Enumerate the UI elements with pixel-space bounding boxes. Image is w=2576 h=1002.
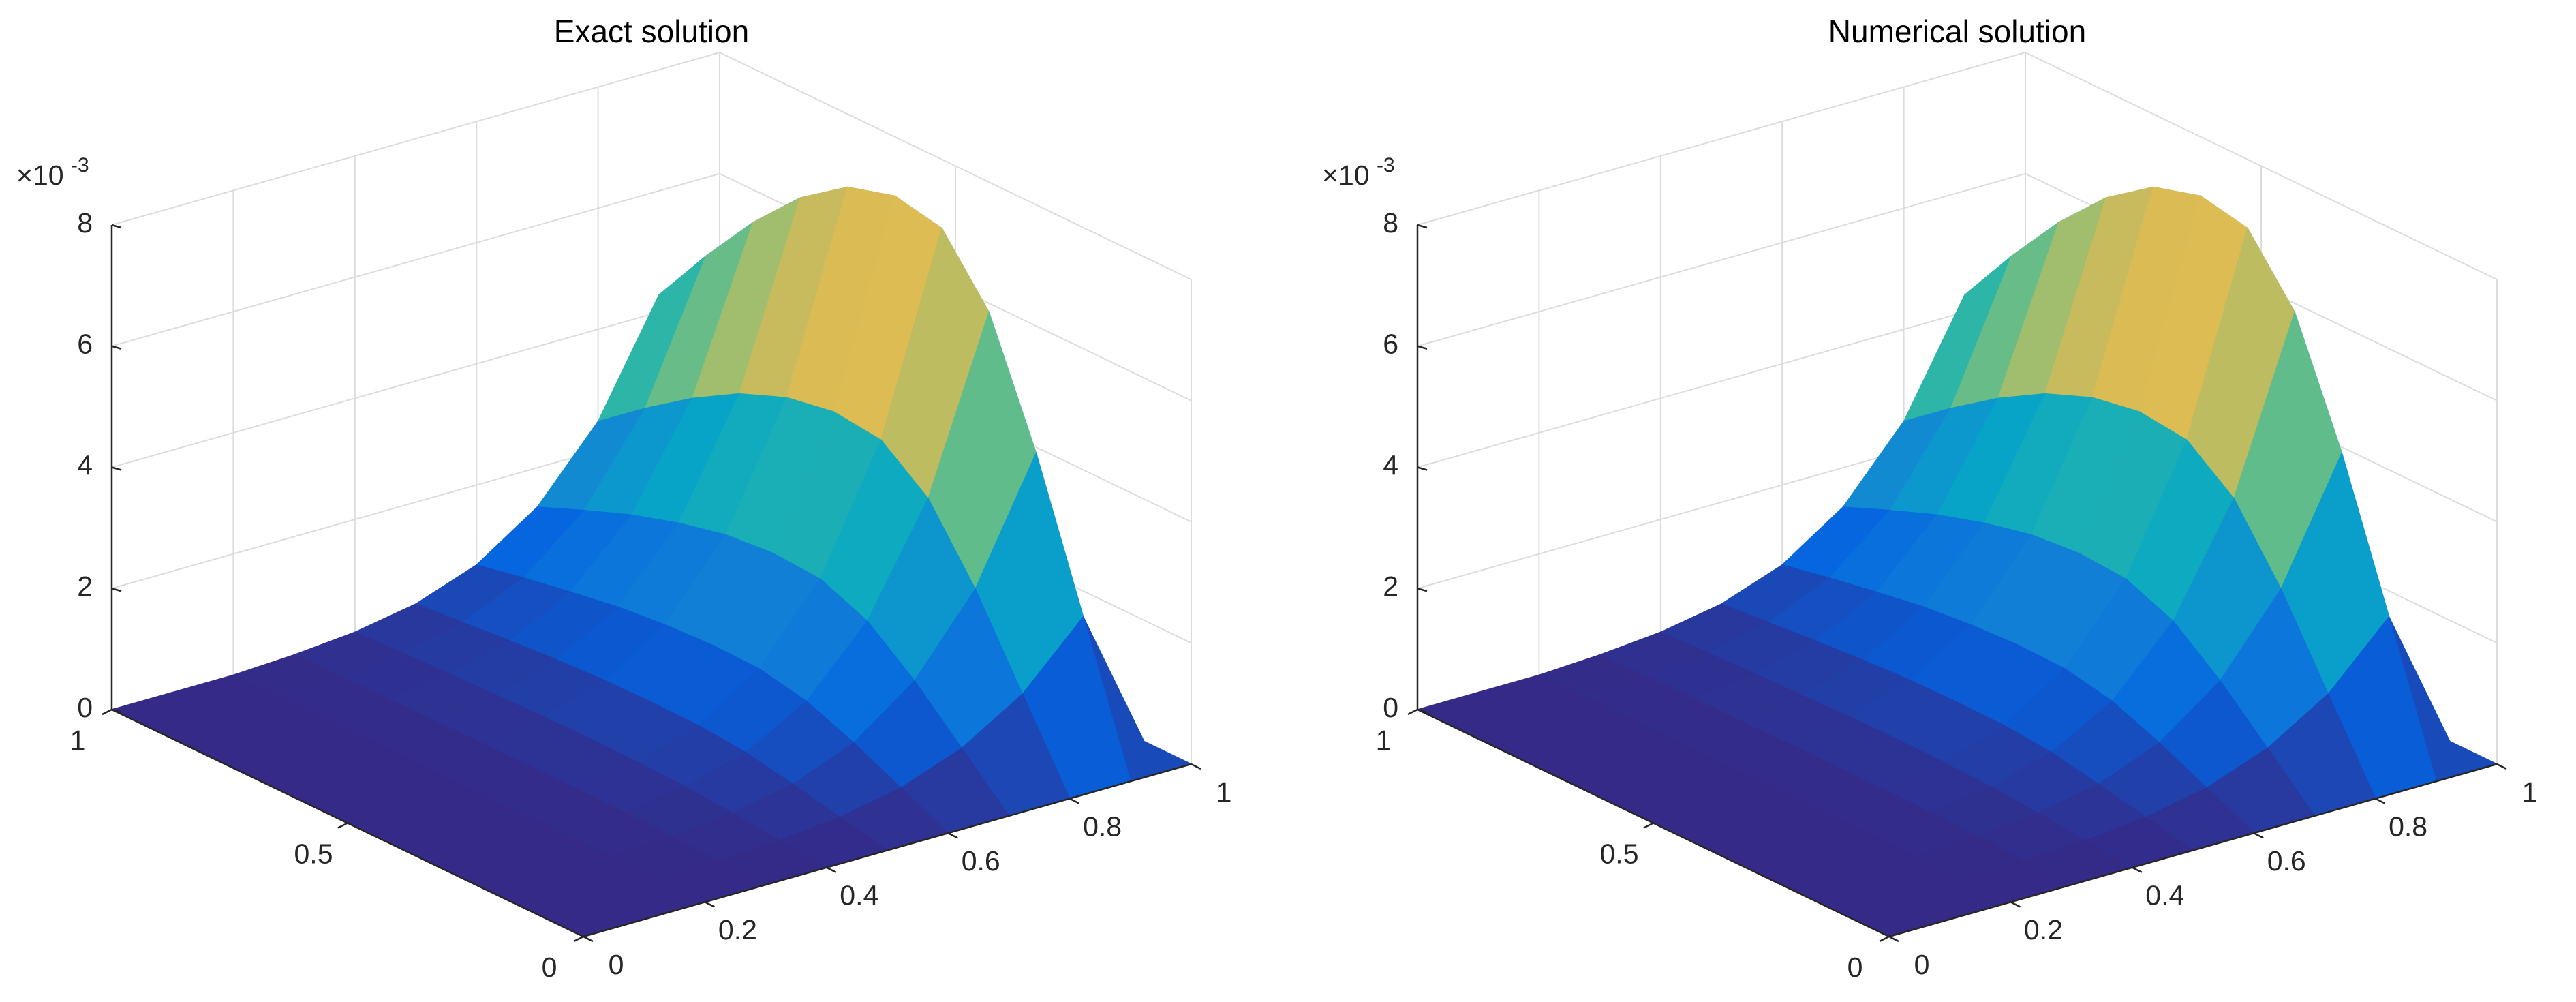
y-tick (102, 708, 112, 716)
y-tick-label: 1 (1376, 725, 1392, 756)
y-tick-label: 0.5 (1600, 838, 1639, 869)
y-tick (573, 935, 584, 943)
x-tick (2010, 901, 2021, 908)
x-tick-label: 0.2 (718, 914, 757, 945)
z-tick-label: 6 (1383, 329, 1398, 360)
y-tick (1407, 708, 1418, 716)
grid-line (111, 294, 720, 468)
axes: Exact solution0246800.20.40.60.8100.51×1… (16, 14, 1231, 983)
z-scale-base: ×10 (1322, 160, 1370, 191)
x-tick-label: 0.8 (1083, 810, 1122, 842)
z-tick-label: 4 (77, 449, 93, 481)
z-scale-exponent: -3 (1377, 154, 1395, 177)
z-tick-label: 0 (77, 692, 93, 723)
y-tick (337, 822, 348, 829)
z-scale-exponent: -3 (71, 154, 89, 177)
z-tick (111, 588, 122, 592)
x-tick-label: 1 (2522, 776, 2538, 808)
x-tick-label: 0 (609, 949, 624, 980)
z-tick-label: 0 (1383, 692, 1398, 723)
x-tick (1069, 798, 1080, 804)
y-tick (1879, 935, 1890, 943)
z-tick (1417, 588, 1428, 592)
x-tick (1888, 935, 1899, 943)
z-tick-label: 8 (1383, 207, 1398, 239)
x-tick (1191, 763, 1201, 770)
x-tick-label: 0 (1914, 949, 1930, 980)
x-tick-label: 0.6 (962, 845, 1000, 877)
z-tick-label: 8 (77, 207, 93, 239)
x-tick (2253, 832, 2264, 839)
x-tick (947, 832, 958, 839)
x-tick-label: 0.2 (2024, 914, 2063, 945)
x-tick-label: 1 (1216, 776, 1232, 808)
y-tick (1643, 822, 1654, 829)
chart-title: Numerical solution (1828, 14, 2086, 49)
z-tick (111, 466, 122, 471)
y-tick-label: 0 (1847, 952, 1863, 983)
y-tick-label: 0.5 (294, 838, 333, 869)
x-tick (2496, 763, 2507, 770)
z-tick (1417, 466, 1428, 471)
grid-line (2025, 52, 2498, 280)
axis-line (1888, 763, 2498, 938)
grid-line (1417, 294, 2026, 468)
x-tick (2132, 866, 2143, 873)
z-tick-label: 2 (77, 571, 93, 602)
z-tick (111, 345, 122, 350)
x-tick-label: 0.4 (840, 880, 878, 911)
z-tick-label: 4 (1383, 449, 1398, 481)
z-tick-label: 2 (1383, 571, 1398, 602)
z-tick (111, 224, 122, 229)
x-tick (583, 935, 594, 943)
z-tick (111, 708, 122, 714)
grid-line (111, 172, 720, 347)
x-tick (704, 901, 715, 908)
z-tick (1417, 224, 1428, 229)
y-tick-label: 1 (70, 725, 86, 756)
z-tick (1417, 708, 1428, 714)
x-tick (826, 866, 837, 873)
x-tick-label: 0.8 (2389, 810, 2427, 842)
chart-title: Exact solution (554, 14, 749, 49)
z-tick-label: 6 (77, 329, 93, 360)
grid-line (111, 52, 720, 226)
y-tick-label: 0 (542, 952, 557, 983)
grid-line (719, 52, 1192, 280)
x-tick-label: 0.6 (2267, 845, 2306, 877)
grid-line (1417, 172, 2026, 347)
axis-line (583, 763, 1192, 938)
z-tick (1417, 345, 1428, 350)
axes: Numerical solution0246800.20.40.60.8100.… (1322, 14, 2537, 983)
z-scale-base: ×10 (16, 160, 64, 191)
x-tick (2375, 798, 2386, 804)
grid-line (1417, 52, 2026, 226)
x-tick-label: 0.4 (2145, 880, 2184, 911)
